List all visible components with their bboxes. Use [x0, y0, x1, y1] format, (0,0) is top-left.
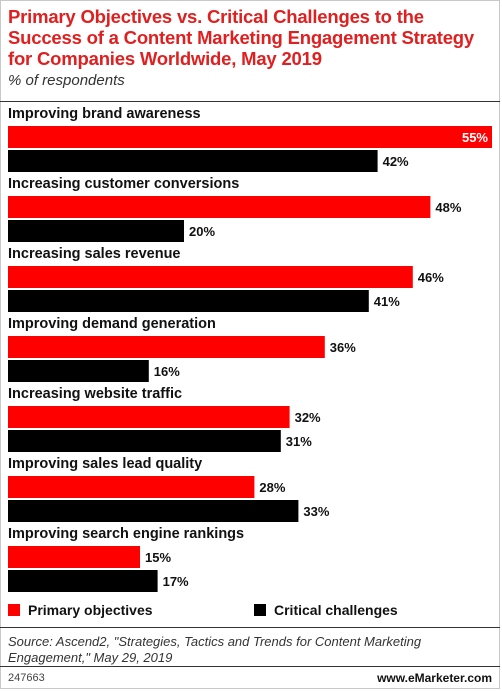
- value-label-critical: 16%: [154, 364, 180, 379]
- legend-primary-swatch: [8, 604, 20, 616]
- value-label-critical: 17%: [163, 574, 189, 589]
- value-label-primary: 32%: [295, 410, 321, 425]
- brand-link[interactable]: www.eMarketer.com: [377, 671, 492, 685]
- bar-primary: [8, 406, 290, 428]
- value-label-primary: 46%: [418, 270, 444, 285]
- bar-critical: [8, 150, 378, 172]
- bar-primary: [8, 476, 255, 498]
- category-label: Improving demand generation: [8, 316, 216, 332]
- value-label-primary: 36%: [330, 340, 356, 355]
- bar-chart: Improving brand awareness 55% 42% Increasin…: [8, 106, 492, 592]
- bar-critical: [8, 290, 369, 312]
- category-group: Increasing website traffic 32% 31%: [8, 386, 321, 452]
- bar-critical: [8, 430, 281, 452]
- bar-primary: [8, 546, 140, 568]
- bar-critical: [8, 220, 184, 242]
- category-group: Improving brand awareness 55% 42%: [8, 106, 492, 172]
- legend-primary: Primary objectives: [8, 602, 153, 618]
- bar-critical: [8, 570, 158, 592]
- footer-divider: [0, 627, 500, 628]
- value-label-primary: 55%: [462, 130, 488, 145]
- category-label: Improving sales lead quality: [8, 456, 202, 472]
- category-group: Improving sales lead quality 28% 33%: [8, 456, 330, 522]
- category-group: Increasing sales revenue 46% 41%: [8, 246, 444, 312]
- category-label: Increasing website traffic: [8, 386, 182, 402]
- value-label-primary: 48%: [435, 200, 461, 215]
- bar-critical: [8, 360, 149, 382]
- top-divider: [0, 101, 500, 102]
- value-label-critical: 41%: [374, 294, 400, 309]
- legend-critical-swatch: [254, 604, 266, 616]
- chart-id: 247663: [8, 672, 45, 684]
- value-label-critical: 20%: [189, 224, 215, 239]
- value-label-critical: 42%: [383, 154, 409, 169]
- bar-primary: [8, 336, 325, 358]
- bar-primary: [8, 266, 413, 288]
- value-label-primary: 28%: [259, 480, 285, 495]
- category-group: Increasing customer conversions 48% 20%: [8, 176, 462, 242]
- value-label-critical: 31%: [286, 434, 312, 449]
- category-label: Improving search engine rankings: [8, 526, 244, 542]
- value-label-critical: 33%: [303, 504, 329, 519]
- category-label: Increasing customer conversions: [8, 176, 239, 192]
- bar-critical: [8, 500, 299, 522]
- chart-subtitle: % of respondents: [8, 72, 125, 89]
- bottom-divider: [0, 666, 500, 667]
- chart-title: Primary Objectives vs. Critical Challeng…: [8, 6, 474, 69]
- category-label: Improving brand awareness: [8, 106, 201, 122]
- legend-critical-label: Critical challenges: [274, 602, 398, 618]
- legend-primary-label: Primary objectives: [28, 602, 153, 618]
- category-label: Increasing sales revenue: [8, 246, 181, 262]
- value-label-primary: 15%: [145, 550, 171, 565]
- bar-primary: [8, 196, 431, 218]
- bar-primary: [8, 126, 492, 148]
- source-note: Source: Ascend2, "Strategies, Tactics an…: [8, 634, 422, 665]
- legend-critical: Critical challenges: [254, 602, 398, 618]
- category-group: Improving demand generation 36% 16%: [8, 316, 356, 382]
- category-group: Improving search engine rankings 15% 17%: [8, 526, 244, 592]
